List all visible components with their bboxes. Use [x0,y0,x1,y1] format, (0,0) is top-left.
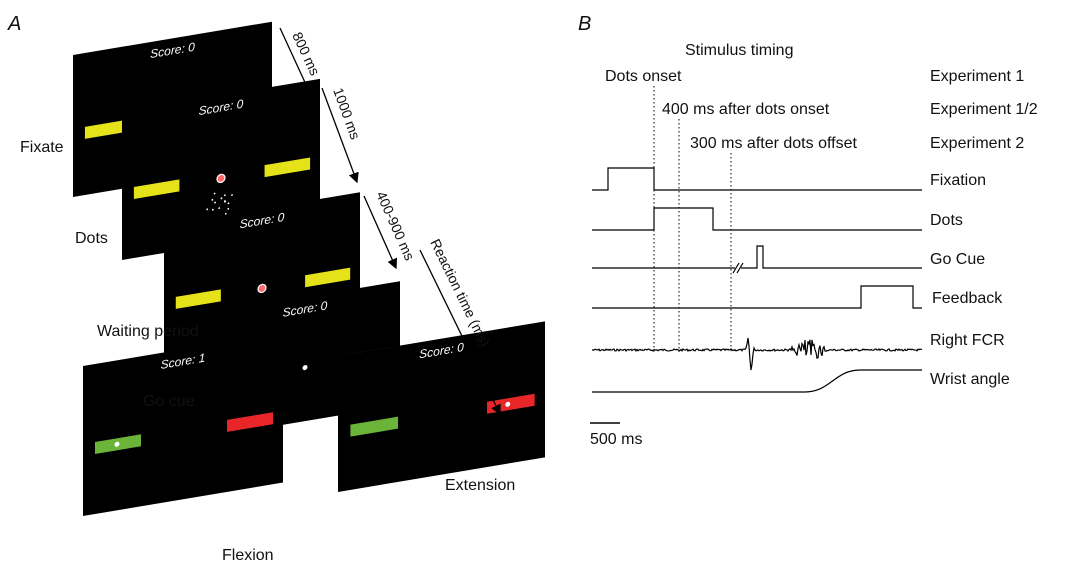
interval-label: 800 ms [289,30,323,78]
trace-label: Feedback [932,290,1003,307]
scale-label: 500 ms [590,431,642,448]
event-label: Dots onset [605,68,682,85]
screen-label: Go cue [143,393,195,410]
wrist-trace [592,369,922,393]
emg-trace [591,337,923,371]
motion-dot [211,198,214,201]
motion-dot [213,192,216,195]
motion-dot [231,194,233,196]
target-left [175,289,221,309]
motion-dot [206,208,209,211]
trace-label: Go Cue [930,251,985,268]
target-left [84,119,131,139]
motion-dot [224,200,226,202]
target-left [350,416,399,437]
panel-label: A [7,13,21,35]
motion-dot [227,207,230,210]
fixation-point [216,173,226,184]
go-cue-trace [592,245,922,269]
arrow [279,27,315,104]
screen-label: Waiting period [97,323,199,340]
trace-label: Dots [930,212,963,229]
motion-dot [218,207,221,210]
screen-label: Extension [445,477,515,494]
screen-bg [338,321,545,492]
event-label: 400 ms after dots onset [662,101,830,118]
target-left [133,179,180,199]
panel-label: B [578,13,591,35]
motion-dot [211,208,214,211]
motion-dot [224,212,227,215]
experiment-label: Experiment 1 [930,68,1024,85]
motion-dot [214,201,216,204]
interval-label: 400-900 ms [373,189,418,263]
screen-bg [83,332,283,516]
target-right [227,412,273,432]
cursor [302,365,308,371]
feedback-trace [592,285,922,309]
target-right [305,267,351,288]
cursor [505,401,511,407]
trace-label: Right FCR [930,332,1005,349]
screen-label: Fixate [20,139,64,156]
experiment-label: Experiment 2 [930,135,1024,152]
trace-label: Fixation [930,172,986,189]
fixation-point [257,283,267,294]
dots-trace [592,207,922,231]
cursor [114,441,120,447]
event-label: 300 ms after dots offset [690,135,857,152]
timing-title: Stimulus timing [685,42,793,59]
screen-label: Dots [75,230,108,247]
screen: Score: 1 [83,332,283,516]
arrow [363,195,398,270]
trace-label: Wrist angle [930,371,1010,388]
motion-dot [223,194,226,197]
screen: Score: 0 [338,321,545,492]
screen-label: Flexion [222,547,274,564]
arrow [419,249,501,416]
experiment-label: Experiment 1/2 [930,101,1038,118]
arrow [321,87,359,184]
axis-break [732,262,744,274]
motion-dot [227,202,230,205]
target-right [264,157,311,178]
fixation-trace [592,167,922,191]
interval-label: 1000 ms [330,86,363,142]
motion-dot [220,197,223,200]
